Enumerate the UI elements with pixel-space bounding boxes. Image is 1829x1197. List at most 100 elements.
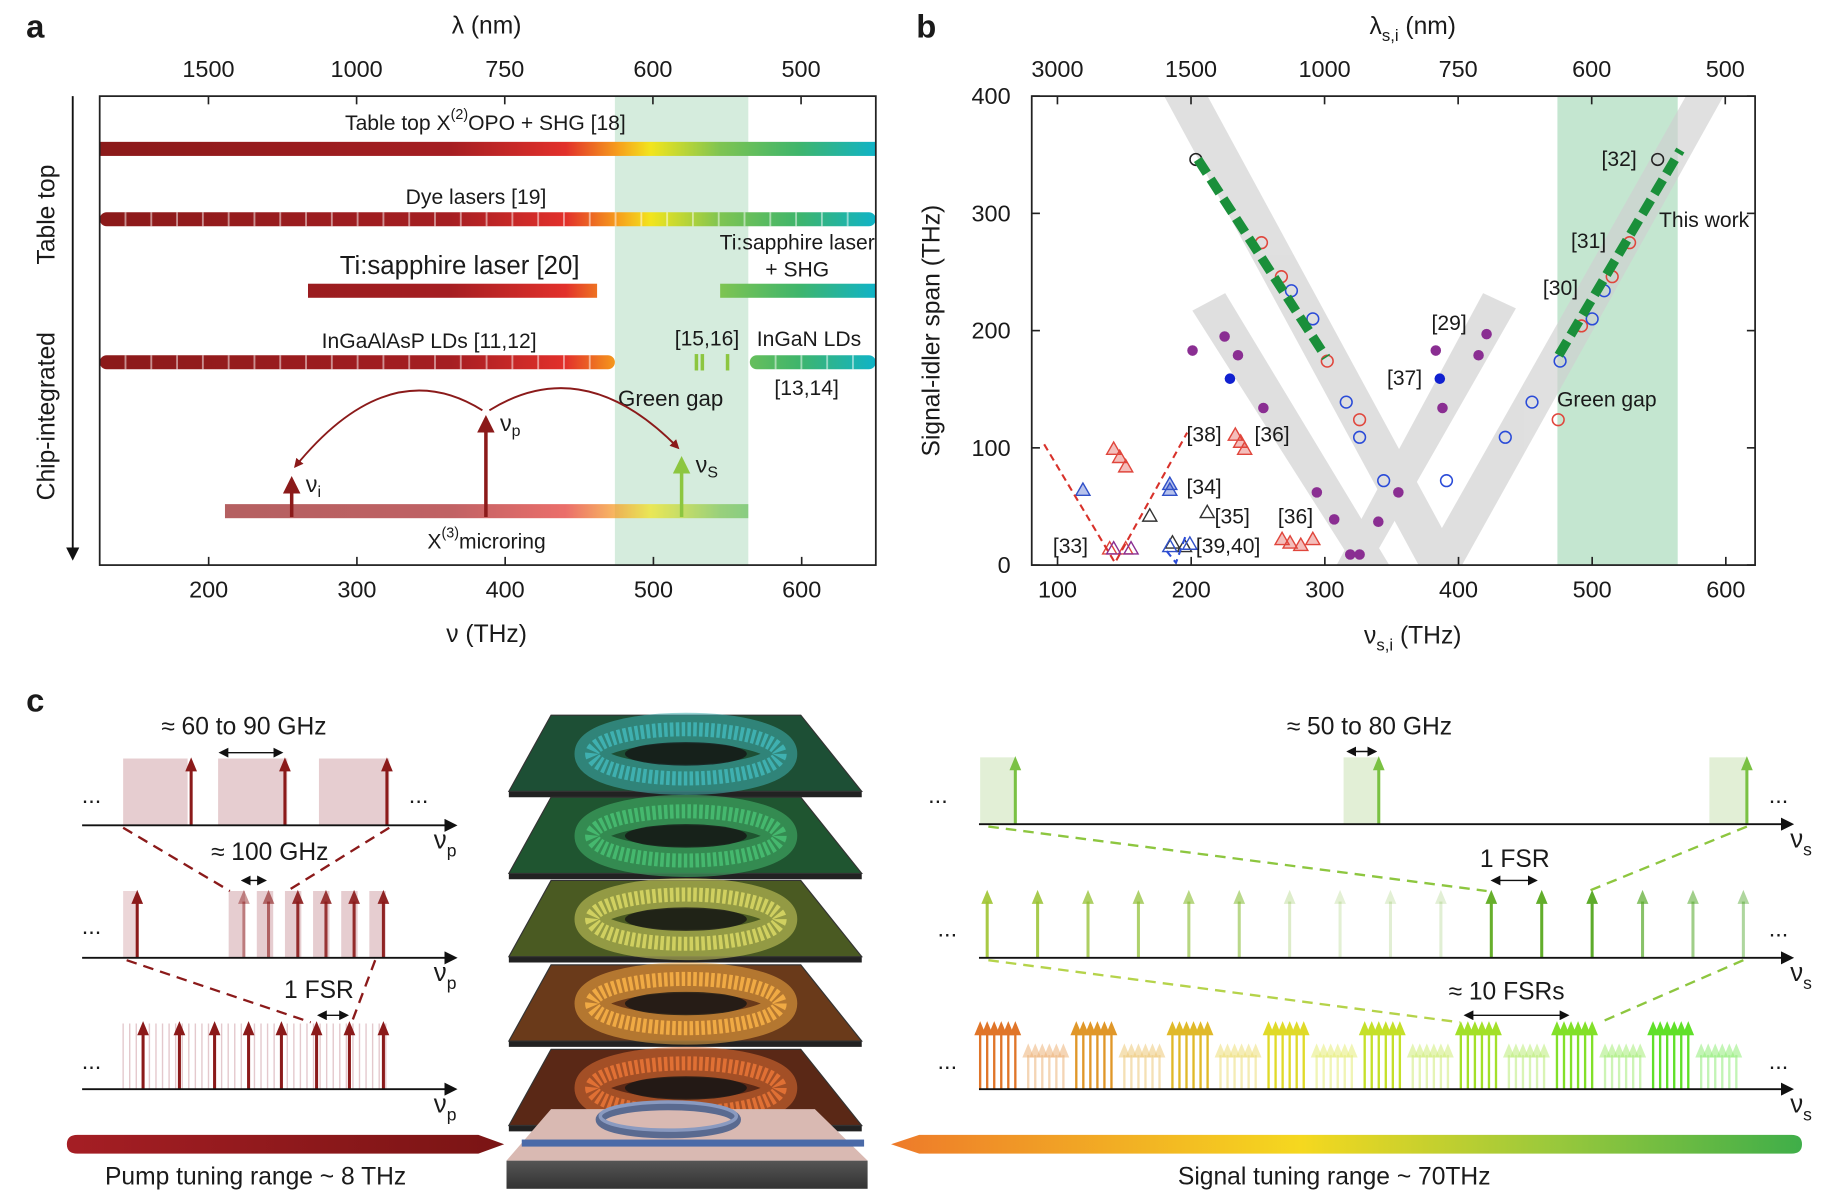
- x-tick-label: 400: [1439, 577, 1478, 603]
- annotation: [35]: [1215, 506, 1250, 529]
- annotation: [32]: [1602, 148, 1637, 171]
- annotation: [31]: [1571, 230, 1606, 253]
- data-point: [1551, 413, 1565, 427]
- comb-arrowhead: [320, 889, 332, 904]
- comb-arrowhead: [1233, 889, 1246, 904]
- x-tick-label: 300: [337, 577, 376, 603]
- trend-line: [1043, 432, 1189, 565]
- annotation: [36]: [1254, 423, 1289, 446]
- text-part: InGaN LDs: [757, 327, 861, 350]
- comb-arrowhead: [1009, 756, 1022, 771]
- comb-arrowhead: [1535, 889, 1548, 904]
- comb-arrowhead: [185, 757, 198, 772]
- panel-label: c: [26, 681, 44, 718]
- annotation: [30]: [1543, 277, 1578, 300]
- comb-arrowhead: [1334, 889, 1346, 904]
- text-part: ν: [500, 410, 512, 436]
- text-part: [13,14]: [774, 377, 839, 400]
- linewidth-box: [218, 758, 288, 826]
- text-part: + SHG: [765, 258, 829, 281]
- continuation-dots: ...: [409, 782, 429, 808]
- annotation: [36]: [1278, 506, 1313, 529]
- guide-band: [1192, 293, 1390, 566]
- panel-label: b: [916, 7, 936, 44]
- bar-label: + SHG: [765, 258, 829, 281]
- continuation-dots: ...: [82, 1048, 102, 1074]
- data-point: [1224, 373, 1236, 384]
- x-axis-label: νs,i (THz): [1364, 622, 1461, 655]
- comb-arrowhead: [1394, 1021, 1406, 1036]
- data-point: [1074, 481, 1092, 497]
- data-point: [1651, 152, 1665, 167]
- bar-label: Dye lasers [19]: [406, 185, 547, 208]
- continuation-dots: ...: [938, 916, 958, 942]
- range-bar: [749, 355, 876, 370]
- comb-arrowhead: [310, 1021, 323, 1036]
- comb-arrowhead: [1586, 889, 1598, 904]
- x-tick-label: 500: [634, 577, 673, 603]
- y-tick-label: 300: [972, 200, 1011, 226]
- comb-arrowhead: [1682, 1021, 1695, 1036]
- x-tick-label: 600: [1706, 577, 1745, 603]
- comb-arrowhead: [381, 757, 393, 772]
- x-axis-label: ν (THz): [446, 621, 527, 648]
- top-axis-label: λs,i (nm): [1370, 12, 1456, 45]
- top-tick-label: 1000: [1299, 56, 1351, 82]
- continuation-dots: ...: [1769, 782, 1789, 808]
- data-point: [1105, 540, 1122, 555]
- tuning-label: Pump tuning range ~ 8 THz: [105, 1164, 406, 1191]
- mode-core: [624, 824, 747, 848]
- comb-arrowhead: [242, 1021, 255, 1036]
- comb-arrowhead: [173, 1021, 186, 1036]
- annotation: Green gap: [1557, 388, 1657, 411]
- continuation-dots: ...: [82, 782, 102, 808]
- annotation: [39,40]: [1196, 535, 1261, 558]
- comb-arrowhead: [1105, 1021, 1118, 1036]
- frequency-label: νi: [306, 471, 321, 501]
- subscript: s,i: [1382, 26, 1399, 45]
- comb-arrowhead: [137, 1021, 149, 1036]
- annotation: [37]: [1387, 367, 1422, 390]
- guide-band: [1164, 96, 1463, 566]
- bar-label: [15,16]: [675, 327, 740, 350]
- axis-label: νs: [1790, 825, 1812, 859]
- data-point: [1161, 481, 1179, 497]
- comb-arrowhead: [262, 889, 275, 904]
- data-point: [1232, 349, 1244, 361]
- data-point: [1344, 549, 1356, 560]
- bar-label: X(3)microring: [427, 526, 545, 553]
- zoom-line: [988, 825, 1487, 893]
- text-part: λ: [1370, 12, 1383, 39]
- comb-arrowhead: [343, 1021, 356, 1036]
- comb-arrowhead: [279, 757, 291, 772]
- data-point: [1105, 440, 1122, 456]
- continuation-dots: ...: [938, 1048, 958, 1074]
- tuning-arrow: [891, 1134, 1802, 1154]
- text-part: X: [427, 530, 441, 553]
- text-part: ν: [434, 827, 447, 855]
- linewidth-box: [1709, 757, 1747, 825]
- linewidth-box: [123, 758, 188, 826]
- data-point: [1219, 331, 1230, 342]
- comb-arrowhead: [1283, 889, 1296, 904]
- conversion-arc: [294, 389, 483, 469]
- data-point: [1473, 349, 1484, 361]
- comb-arrowhead: [1435, 889, 1447, 904]
- data-point: [1311, 487, 1323, 498]
- subscript: p: [447, 973, 457, 993]
- x-tick-label: 600: [782, 577, 821, 603]
- guide-band: [1336, 293, 1516, 566]
- data-point: [1306, 312, 1320, 326]
- frequency-label: νS: [696, 451, 718, 481]
- axis-label: νs: [1790, 1090, 1812, 1124]
- comb-arrowhead: [1201, 1021, 1214, 1036]
- comb-arrowhead: [1297, 1021, 1310, 1036]
- data-point: [1373, 516, 1384, 527]
- data-point: [1161, 537, 1179, 553]
- mode-ring: [585, 887, 787, 951]
- bar-label: [13,14]: [774, 377, 839, 400]
- comb-arrowhead: [1372, 756, 1385, 771]
- zoom-line: [126, 959, 312, 1024]
- comb-arrowhead: [348, 889, 360, 904]
- text-part: ν: [696, 451, 708, 477]
